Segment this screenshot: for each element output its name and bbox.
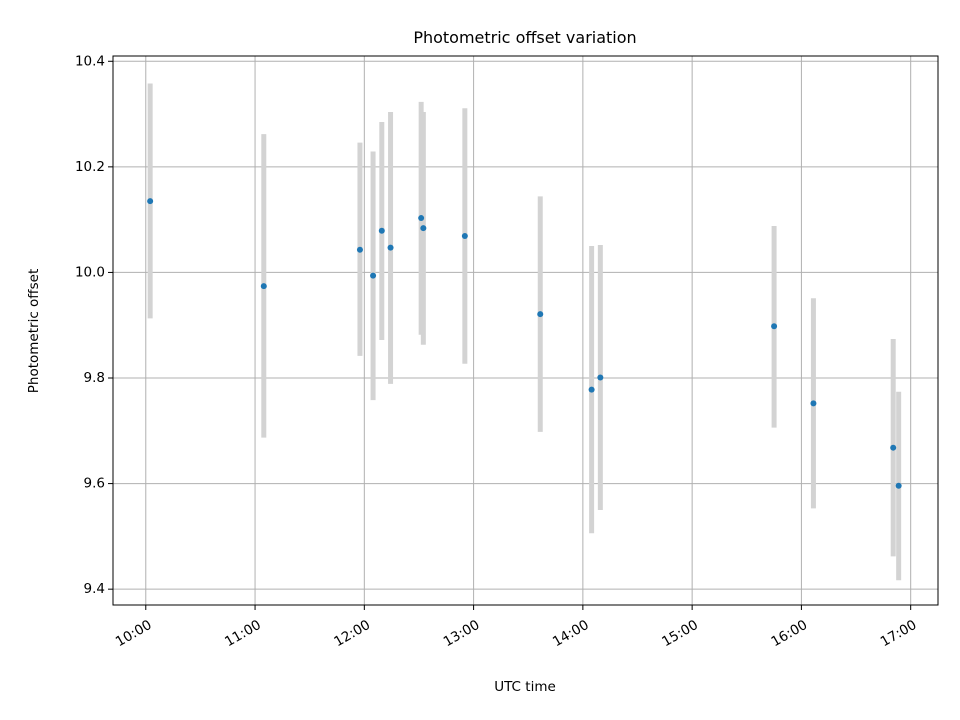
data-point [771,323,778,330]
data-point [370,272,377,279]
data-point [461,233,468,240]
data-point [890,444,897,451]
data-point [588,386,595,393]
y-tick-label: 9.6 [84,476,105,492]
data-points [147,198,902,489]
data-point [420,225,427,232]
y-axis-ticks: 9.4 9.6 9.8 10.0 10.2 10.4 [75,53,113,597]
data-point [895,482,902,489]
data-point [387,244,394,251]
data-point [810,400,817,407]
data-point [356,246,363,253]
y-tick-label: 10.2 [75,159,105,175]
plot-frame [112,55,939,606]
y-tick-label: 9.8 [84,370,105,386]
y-tick-label: 10.4 [75,53,105,69]
plot-area [113,56,938,605]
data-point [378,227,385,234]
y-tick-label: 9.4 [84,581,105,597]
grid [113,56,938,605]
data-point [147,198,154,205]
y-tick-label: 10.0 [75,264,105,280]
x-axis-label: UTC time [494,679,556,695]
data-point [597,374,604,381]
y-axis-label: Photometric offset [26,269,42,393]
data-point [418,215,425,222]
data-point [537,311,544,318]
data-point [260,283,267,290]
chart-title: Photometric offset variation [413,28,636,47]
